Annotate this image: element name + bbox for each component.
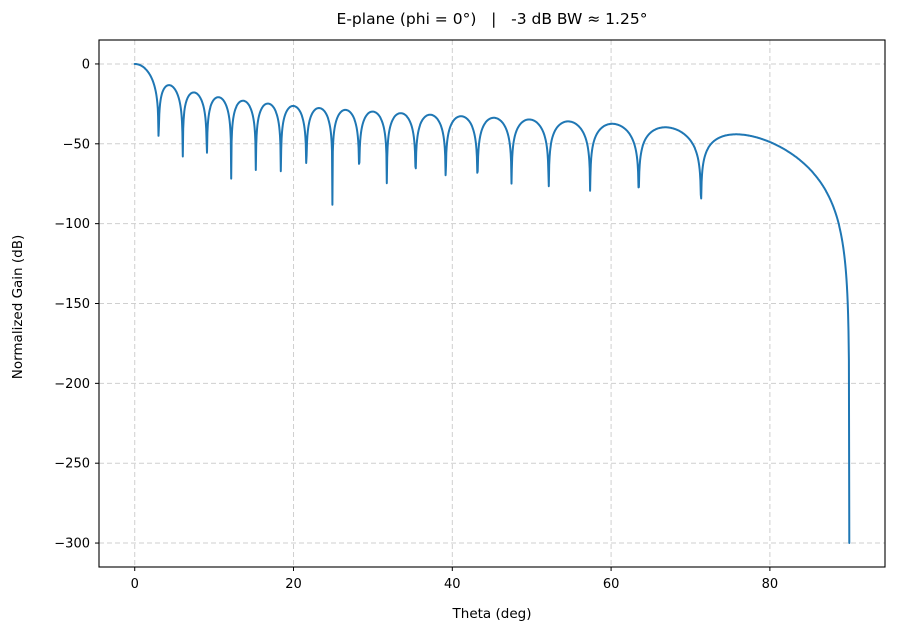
y-tick-labels: 0 −50 −100 −150 −200 −250 −300 <box>54 57 90 551</box>
svg-text:0: 0 <box>82 57 90 72</box>
svg-text:−150: −150 <box>54 297 90 312</box>
gain-curve <box>133 63 851 544</box>
x-axis-label: Theta (deg) <box>452 606 532 622</box>
svg-text:−200: −200 <box>54 377 90 392</box>
y-axis-label: Normalized Gain (dB) <box>10 234 26 380</box>
svg-text:−300: −300 <box>54 537 90 552</box>
svg-text:20: 20 <box>285 577 302 592</box>
svg-text:−100: −100 <box>54 217 90 232</box>
svg-text:−250: −250 <box>54 457 90 472</box>
chart-title: E-plane (phi = 0°) | -3 dB BW ≈ 1.25° <box>336 10 648 28</box>
svg-text:−50: −50 <box>63 137 90 152</box>
svg-text:60: 60 <box>603 577 620 592</box>
svg-text:0: 0 <box>131 577 139 592</box>
svg-text:80: 80 <box>762 577 779 592</box>
axis-tick-marks <box>95 63 771 571</box>
svg-text:40: 40 <box>444 577 461 592</box>
x-tick-labels: 0 20 40 60 80 <box>131 577 779 592</box>
